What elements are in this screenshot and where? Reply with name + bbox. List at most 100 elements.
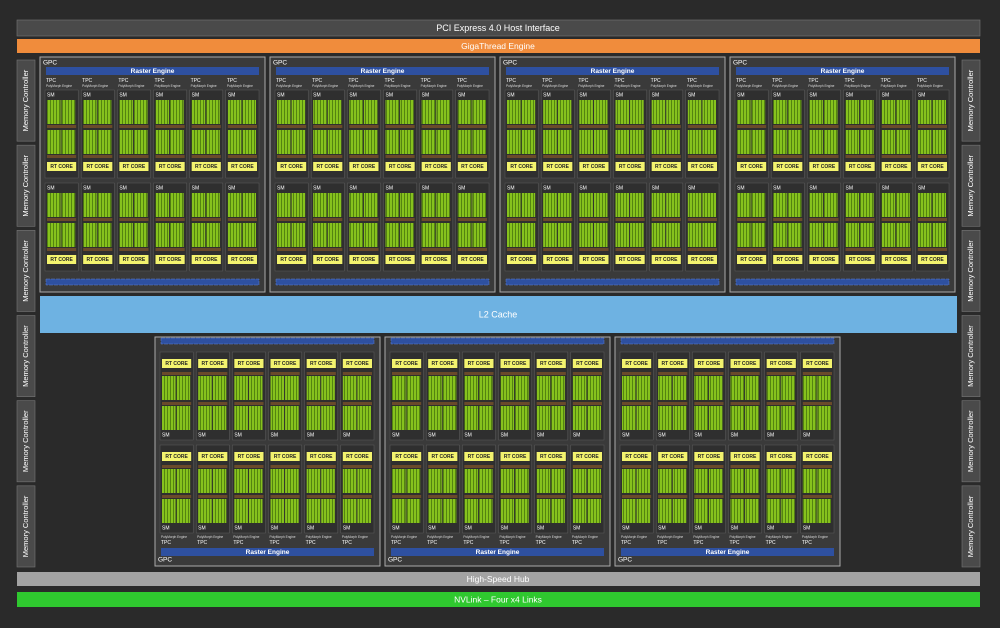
core-block (170, 223, 184, 247)
rt-core-label: RT CORE (547, 164, 570, 170)
core-block (572, 499, 587, 523)
tpc-label: TPC (657, 540, 667, 546)
register-strip (306, 372, 336, 375)
rt-core (500, 359, 530, 368)
core-block (593, 223, 608, 247)
rt-core (658, 359, 688, 368)
rt-core-label: RT CORE (740, 257, 763, 263)
sm-label: SM (234, 525, 242, 531)
core-block (515, 469, 529, 493)
sm-label: SM (652, 185, 660, 191)
core-block (708, 499, 723, 523)
rt-core (651, 255, 681, 264)
core-block (809, 223, 823, 247)
rt-core-label: RT CORE (123, 257, 146, 263)
rt-core-label: RT CORE (346, 361, 369, 367)
rt-core (737, 255, 767, 264)
register-strip (155, 218, 185, 221)
tpc-label: TPC (500, 540, 510, 546)
rt-core (507, 255, 537, 264)
register-strip (845, 155, 875, 158)
core-block (242, 223, 256, 247)
core-block (500, 499, 515, 523)
core-block (277, 223, 291, 247)
rt-core-label: RT CORE (770, 454, 793, 460)
memory-bar (275, 278, 490, 286)
register-strip (191, 125, 221, 128)
core-block (881, 223, 896, 247)
core-block (543, 193, 557, 217)
core-block (155, 223, 170, 247)
rt-core (615, 255, 645, 264)
rt-core (277, 162, 307, 171)
register-strip (270, 402, 300, 405)
polymorph-label: PolyMorph Engine (578, 84, 604, 88)
register-strip (809, 218, 839, 221)
core-block (436, 193, 450, 217)
core-block (306, 376, 321, 400)
rt-core-label: RT CORE (770, 361, 793, 367)
core-block (61, 130, 76, 154)
polymorph-label: PolyMorph Engine (421, 84, 447, 88)
core-block (672, 499, 687, 523)
register-strip (47, 248, 77, 251)
core-block (363, 193, 378, 217)
core-block (428, 499, 442, 523)
core-block (781, 376, 795, 400)
register-strip (227, 218, 257, 221)
core-block (536, 499, 551, 523)
register-strip (385, 155, 415, 158)
register-strip (428, 495, 458, 498)
register-strip (464, 465, 494, 468)
rt-core (342, 359, 372, 368)
rt-core-label: RT CORE (619, 164, 642, 170)
polymorph-label: PolyMorph Engine (391, 535, 417, 539)
rt-core-label: RT CORE (123, 164, 146, 170)
core-block (702, 193, 716, 217)
core-block (349, 130, 363, 154)
sm-label: SM (343, 432, 351, 438)
core-block (133, 100, 148, 124)
rt-core-label: RT CORE (655, 257, 678, 263)
core-block (406, 376, 421, 400)
rt-core-label: RT CORE (274, 454, 297, 460)
core-block (291, 193, 306, 217)
core-block (406, 469, 421, 493)
register-strip (234, 495, 264, 498)
rt-core (730, 452, 760, 461)
rt-core-label: RT CORE (159, 164, 182, 170)
memory-bar (620, 337, 835, 345)
core-block (162, 406, 176, 430)
sm-label: SM (882, 92, 890, 98)
core-block (630, 223, 644, 247)
core-block (917, 130, 932, 154)
rt-core-label: RT CORE (432, 454, 455, 460)
core-block (291, 130, 306, 154)
register-strip (507, 248, 537, 251)
memory-controller (16, 485, 36, 568)
register-strip (83, 125, 113, 128)
sm-label: SM (767, 525, 775, 531)
memory-controller (16, 59, 36, 142)
core-block (766, 376, 781, 400)
tpc-label: TPC (421, 78, 431, 84)
rt-core (457, 162, 487, 171)
register-strip (766, 372, 796, 375)
rt-core-label: RT CORE (547, 257, 570, 263)
rt-core (234, 359, 264, 368)
polymorph-label: PolyMorph Engine (881, 84, 907, 88)
core-block (176, 406, 191, 430)
core-block (321, 376, 335, 400)
register-strip (270, 372, 300, 375)
memory-controller-label: Memory Controller (21, 410, 30, 472)
sm-label: SM (386, 185, 394, 191)
register-strip (809, 125, 839, 128)
rt-core (687, 162, 717, 171)
core-block (321, 499, 335, 523)
core-block (285, 376, 299, 400)
rt-core-label: RT CORE (740, 164, 763, 170)
register-strip (572, 372, 602, 375)
polymorph-label: PolyMorph Engine (687, 84, 713, 88)
register-strip (227, 248, 257, 251)
tpc-label: TPC (730, 540, 740, 546)
